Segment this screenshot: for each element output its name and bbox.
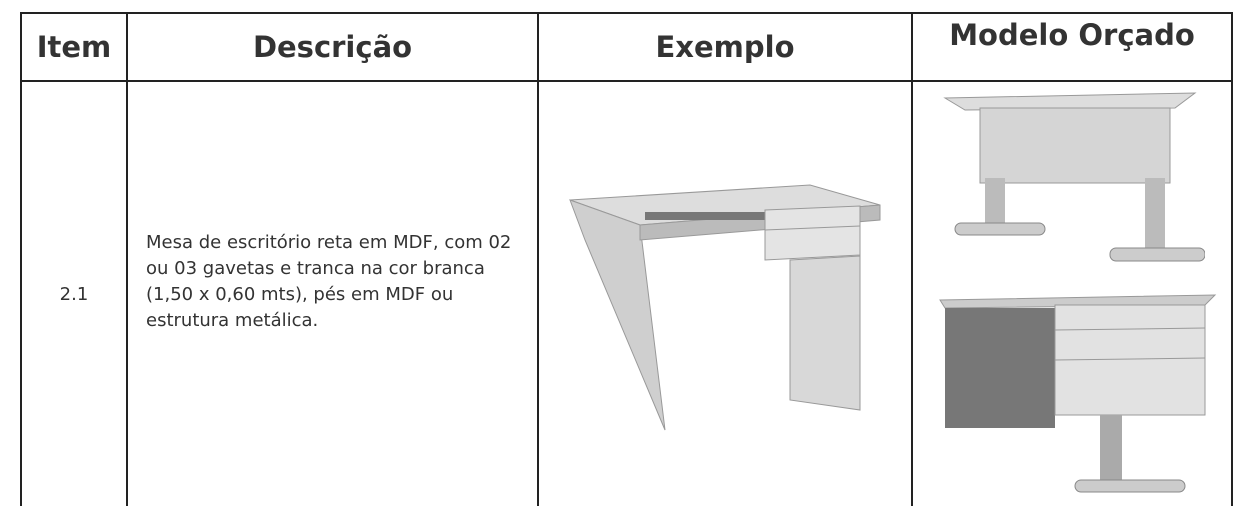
header-cell: Exemplo [655,30,795,64]
table-border [126,12,128,506]
table-border [537,12,539,506]
header-cell: Item [36,30,112,64]
model-image-bottom [939,294,1217,493]
table-border [20,12,22,506]
model-image-top [943,92,1205,262]
example-image [569,184,881,431]
table-border [20,12,1233,14]
table-border [911,12,913,506]
header-cell: Modelo Orçado [949,18,1195,52]
header-cell: Descrição [252,30,413,64]
table-border [20,80,1233,82]
item-number: 2.1 [59,284,89,305]
item-description: Mesa de escritório reta em MDF, com 02 o… [146,232,512,331]
table-border [1231,12,1233,506]
